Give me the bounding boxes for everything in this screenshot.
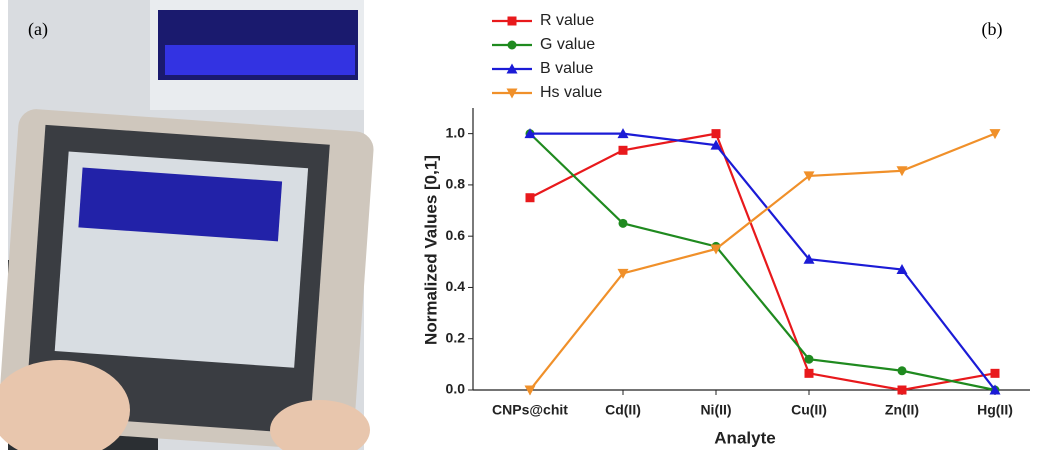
y-axis-title: Normalized Values [0,1] bbox=[421, 155, 440, 345]
series-line bbox=[530, 134, 995, 390]
y-tick-label: 1.0 bbox=[446, 124, 466, 140]
x-tick-label: Zn(II) bbox=[885, 402, 919, 418]
data-point bbox=[526, 193, 535, 202]
data-point bbox=[898, 386, 907, 395]
x-tick-label: CNPs@chit bbox=[492, 402, 568, 418]
x-axis-title: Analyte bbox=[714, 428, 775, 447]
legend-label: G value bbox=[540, 36, 595, 53]
panel-label: (b) bbox=[982, 19, 1003, 40]
data-point bbox=[508, 17, 517, 26]
data-point bbox=[712, 129, 721, 138]
data-point bbox=[898, 366, 907, 375]
y-tick-label: 0.2 bbox=[446, 329, 466, 345]
series-line bbox=[530, 134, 995, 390]
x-tick-label: Hg(II) bbox=[977, 402, 1013, 418]
vial-glow bbox=[165, 45, 355, 75]
page: {"panel_labels": ["(a)", "(b)"], "chart_… bbox=[0, 0, 1040, 450]
data-point bbox=[619, 219, 628, 228]
y-tick-label: 0.6 bbox=[446, 227, 466, 243]
legend-label: B value bbox=[540, 60, 593, 77]
y-tick-label: 0.0 bbox=[446, 381, 466, 397]
x-tick-label: Cd(II) bbox=[605, 402, 641, 418]
data-point bbox=[991, 369, 1000, 378]
series-line bbox=[530, 134, 995, 390]
x-tick-label: Cu(II) bbox=[791, 402, 827, 418]
photo bbox=[0, 0, 375, 450]
series-line bbox=[530, 134, 995, 390]
data-point bbox=[619, 146, 628, 155]
data-point bbox=[805, 355, 814, 364]
data-point bbox=[805, 369, 814, 378]
legend-label: R value bbox=[540, 12, 594, 29]
y-tick-label: 0.4 bbox=[446, 278, 466, 294]
data-point bbox=[508, 41, 517, 50]
panel-label: (a) bbox=[28, 19, 48, 40]
legend-label: Hs value bbox=[540, 84, 602, 101]
figure: (a) (b) Analyte Normalized Values [0,1] … bbox=[0, 0, 1040, 450]
x-tick-label: Ni(II) bbox=[700, 402, 731, 418]
y-tick-label: 0.8 bbox=[446, 176, 466, 192]
